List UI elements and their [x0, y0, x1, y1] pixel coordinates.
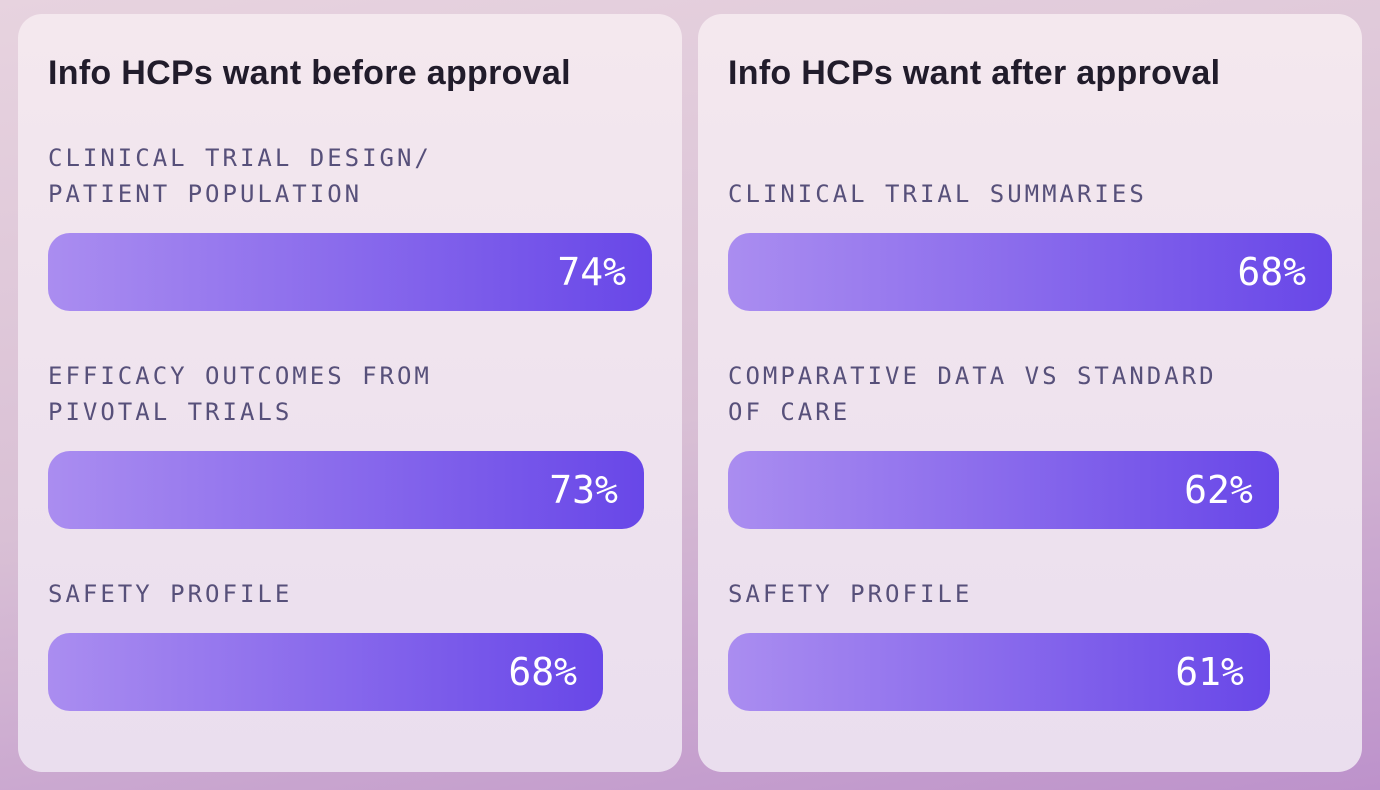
- card-title: Info HCPs want before approval: [48, 54, 571, 92]
- bar-value-label: 74%: [557, 250, 626, 294]
- bar-value-label: 68%: [508, 650, 577, 694]
- bar-row: CLINICAL TRIAL SUMMARIES 68%: [728, 140, 1332, 311]
- bar-label: CLINICAL TRIAL SUMMARIES: [728, 180, 1147, 208]
- chart-card-after-approval: Info HCPs want after approval CLINICAL T…: [698, 14, 1362, 772]
- bar-label: SAFETY PROFILE: [48, 580, 293, 608]
- bar-value-label: 73%: [549, 468, 618, 512]
- bar-value-label: 68%: [1237, 250, 1306, 294]
- bar-chart: CLINICAL TRIAL DESIGN/ PATIENT POPULATIO…: [48, 140, 652, 711]
- bar-label: CLINICAL TRIAL DESIGN/ PATIENT POPULATIO…: [48, 144, 432, 208]
- bar: 73%: [48, 451, 644, 529]
- bar-label: COMPARATIVE DATA VS STANDARD OF CARE: [728, 362, 1217, 426]
- bar-value-label: 62%: [1184, 468, 1253, 512]
- chart-card-before-approval: Info HCPs want before approval CLINICAL …: [18, 14, 682, 772]
- bar: 68%: [48, 633, 603, 711]
- bar-row: COMPARATIVE DATA VS STANDARD OF CARE 62%: [728, 358, 1332, 529]
- bar: 68%: [728, 233, 1332, 311]
- bar-label: SAFETY PROFILE: [728, 580, 973, 608]
- bar: 61%: [728, 633, 1270, 711]
- bar-chart: CLINICAL TRIAL SUMMARIES 68% COMPARATIVE…: [728, 140, 1332, 711]
- bar-row: SAFETY PROFILE 68%: [48, 576, 652, 711]
- bar: 62%: [728, 451, 1279, 529]
- bar-value-label: 61%: [1175, 650, 1244, 694]
- bar: 74%: [48, 233, 652, 311]
- card-title: Info HCPs want after approval: [728, 54, 1221, 92]
- bar-row: CLINICAL TRIAL DESIGN/ PATIENT POPULATIO…: [48, 140, 652, 311]
- bar-row: SAFETY PROFILE 61%: [728, 576, 1332, 711]
- bar-label: EFFICACY OUTCOMES FROM PIVOTAL TRIALS: [48, 362, 432, 426]
- bar-row: EFFICACY OUTCOMES FROM PIVOTAL TRIALS 73…: [48, 358, 652, 529]
